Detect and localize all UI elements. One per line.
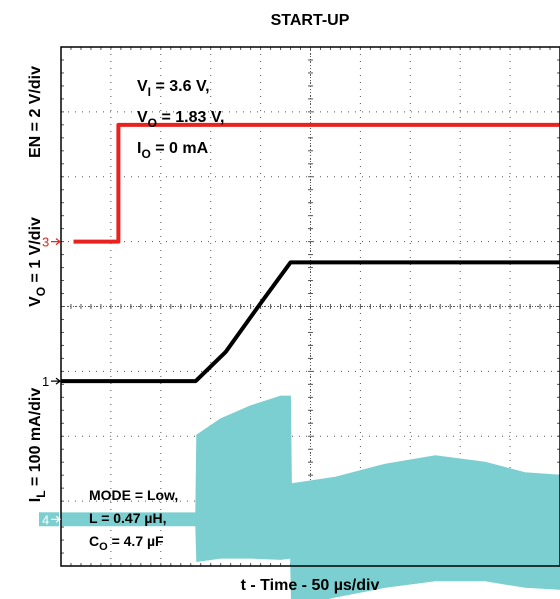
annotation-io: IO = 0 mA xyxy=(137,140,209,161)
marker-en-arrow xyxy=(51,238,61,246)
annotation-bottom: MODE = Low, L = 0.47 µH, CO = 4.7 µF xyxy=(89,487,178,553)
marker-il-bg xyxy=(39,512,59,527)
trace-en xyxy=(73,122,560,244)
xlabel: t - Time - 50 µs/div xyxy=(241,577,380,594)
ylabel-vo-main: V xyxy=(27,296,44,307)
channel-markers: 3 1 4 xyxy=(39,235,61,527)
plot-traces xyxy=(60,122,560,599)
annotation-cap: CO = 4.7 µF xyxy=(89,533,164,553)
marker-vo-arrow xyxy=(51,377,61,385)
marker-il-arrow xyxy=(51,515,61,523)
plot-frame xyxy=(60,46,560,567)
trace-vo xyxy=(61,260,560,384)
ylabel-il-rest: = 100 mA/div xyxy=(27,388,44,491)
annotation-top: VI = 3.6 V, VO = 1.83 V, IO = 0 mA xyxy=(137,78,224,161)
annotation-inductor: L = 0.47 µH, xyxy=(89,510,166,526)
annotation-vo: VO = 1.83 V, xyxy=(137,109,224,130)
marker-en: 3 xyxy=(42,235,61,250)
marker-il-label: 4 xyxy=(42,512,49,527)
chart-title: START-UP xyxy=(271,12,350,29)
marker-en-label: 3 xyxy=(42,235,49,250)
ylabel-en: EN = 2 V/div xyxy=(27,66,44,158)
ylabel-vo-rest: = 1 V/div xyxy=(27,217,44,287)
ylabel-il-main: I xyxy=(27,498,44,502)
marker-vo: 1 xyxy=(42,374,61,389)
marker-il: 4 xyxy=(39,512,61,527)
annotation-vi: VI = 3.6 V, xyxy=(137,78,210,99)
annotation-mode: MODE = Low, xyxy=(89,487,178,503)
marker-vo-label: 1 xyxy=(42,374,49,389)
ylabel-vo: VO = 1 V/div xyxy=(27,217,48,307)
ylabel-il: IL = 100 mA/div xyxy=(27,388,48,503)
ylabel-il-sub: L xyxy=(34,490,48,497)
trace-il-envelope xyxy=(60,395,560,599)
ylabel-vo-sub: O xyxy=(34,287,48,296)
